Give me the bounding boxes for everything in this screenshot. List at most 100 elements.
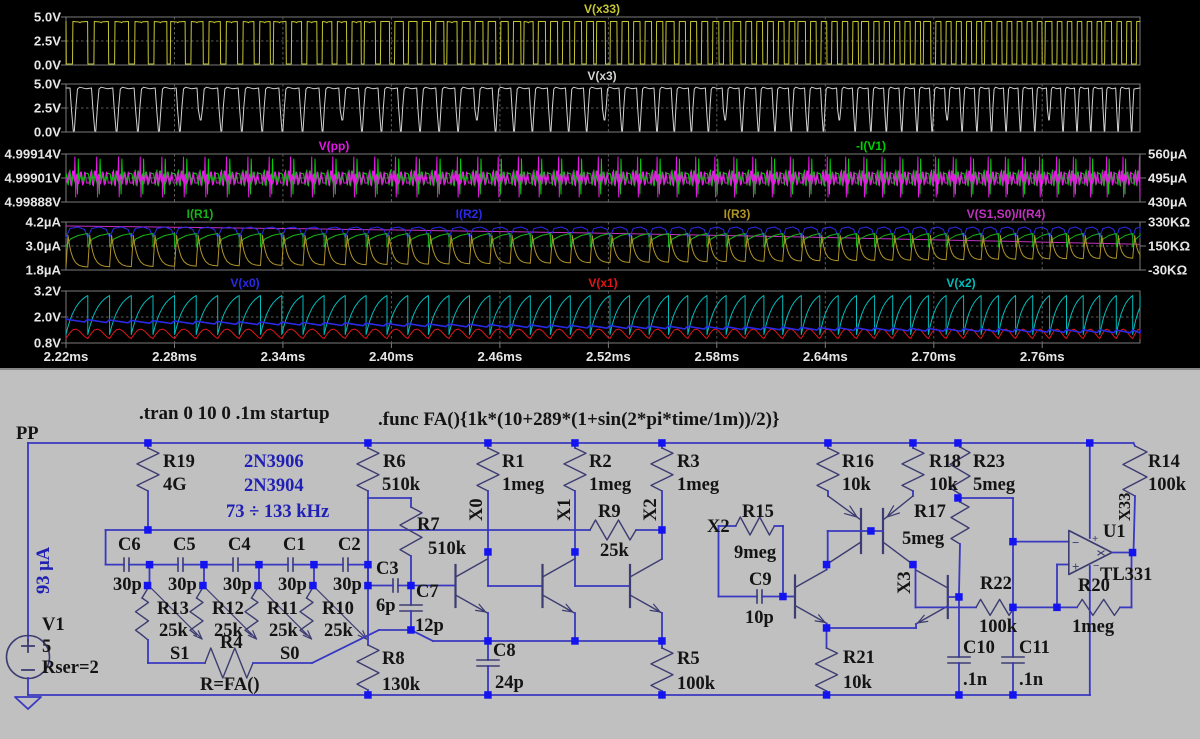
svg-text:495µA: 495µA [1148, 171, 1188, 186]
svg-text:R11: R11 [267, 599, 298, 619]
svg-text:100k: 100k [677, 674, 716, 694]
svg-text:30p: 30p [278, 575, 307, 595]
svg-text:5meg: 5meg [973, 475, 1016, 495]
svg-text:130k: 130k [382, 675, 421, 695]
svg-text:R10: R10 [322, 599, 354, 619]
svg-text:2.5V: 2.5V [34, 101, 61, 116]
svg-text:S1: S1 [170, 644, 190, 664]
svg-text:4.99888V: 4.99888V [5, 195, 62, 210]
svg-text:2.46ms: 2.46ms [478, 349, 523, 364]
svg-text:1meg: 1meg [1072, 617, 1115, 637]
svg-text:4G: 4G [163, 475, 187, 495]
svg-text:V(x0): V(x0) [230, 276, 259, 290]
svg-text:R7: R7 [417, 515, 440, 535]
svg-text:1meg: 1meg [502, 475, 545, 495]
svg-text:2N3904: 2N3904 [244, 476, 304, 496]
svg-text:2.58ms: 2.58ms [694, 349, 739, 364]
svg-text:R3: R3 [677, 452, 700, 472]
svg-text:2N3906: 2N3906 [244, 452, 304, 472]
svg-text:V(pp): V(pp) [319, 139, 350, 153]
svg-text:C10: C10 [963, 638, 995, 658]
svg-text:5: 5 [42, 637, 51, 657]
svg-text:93 µA: 93 µA [34, 546, 54, 594]
svg-text:100k: 100k [1148, 475, 1187, 495]
svg-text:TL331: TL331 [1100, 565, 1152, 585]
svg-text:I(R1): I(R1) [187, 207, 214, 221]
svg-text:4.2µA: 4.2µA [26, 215, 62, 230]
svg-text:510k: 510k [382, 475, 421, 495]
svg-text:30p: 30p [333, 575, 362, 595]
svg-text:R19: R19 [163, 452, 195, 472]
svg-text:4.99914V: 4.99914V [5, 147, 62, 162]
svg-text:73 ÷ 133 kHz: 73 ÷ 133 kHz [226, 502, 329, 522]
svg-text:150KΩ: 150KΩ [1148, 239, 1191, 254]
svg-text:10k: 10k [842, 475, 872, 495]
svg-text:R5: R5 [677, 649, 700, 669]
svg-text:10k: 10k [843, 673, 873, 693]
svg-text:3.0µA: 3.0µA [26, 239, 62, 254]
svg-text:C5: C5 [173, 535, 196, 555]
svg-text:0.0V: 0.0V [34, 58, 61, 73]
svg-text:V(x3): V(x3) [587, 69, 616, 83]
svg-text:C3: C3 [376, 559, 399, 579]
svg-text:X2: X2 [707, 517, 730, 537]
svg-text:R22: R22 [980, 574, 1012, 594]
svg-text:C7: C7 [416, 582, 439, 602]
svg-text:2.76ms: 2.76ms [1020, 349, 1065, 364]
svg-text:X1: X1 [555, 498, 575, 521]
svg-text:.func FA(){1k*(10+289*(1+sin(2: .func FA(){1k*(10+289*(1+sin(2*pi*time/1… [378, 409, 779, 430]
svg-text:R23: R23 [973, 452, 1005, 472]
svg-text:10k: 10k [929, 475, 959, 495]
svg-text:2.0V: 2.0V [34, 310, 61, 325]
svg-text:2.64ms: 2.64ms [803, 349, 848, 364]
svg-text:R20: R20 [1078, 576, 1110, 596]
svg-text:510k: 510k [428, 539, 467, 559]
svg-text:+: + [1092, 533, 1098, 545]
svg-text:10p: 10p [745, 608, 774, 628]
svg-text:430µA: 430µA [1148, 195, 1188, 210]
svg-text:-30KΩ: -30KΩ [1148, 263, 1188, 278]
svg-text:R14: R14 [1148, 452, 1180, 472]
svg-text:560µA: 560µA [1148, 147, 1188, 162]
svg-text:R21: R21 [843, 648, 875, 668]
svg-text:R8: R8 [382, 649, 405, 669]
svg-text:4.99901V: 4.99901V [5, 171, 62, 186]
svg-text:R4: R4 [220, 633, 243, 653]
svg-text:−: − [1093, 560, 1099, 572]
svg-text:0.8V: 0.8V [34, 336, 61, 351]
svg-text:100k: 100k [979, 617, 1018, 637]
svg-text:25k: 25k [600, 541, 630, 561]
svg-text:.1n: .1n [1019, 670, 1044, 690]
svg-text:24p: 24p [495, 673, 524, 693]
svg-text:25k: 25k [324, 621, 354, 641]
svg-text:I(R2): I(R2) [456, 207, 483, 221]
svg-text:3.2V: 3.2V [34, 284, 61, 299]
svg-text:5meg: 5meg [902, 529, 945, 549]
svg-text:X3: X3 [895, 571, 915, 594]
svg-text:2.40ms: 2.40ms [369, 349, 414, 364]
svg-text:U1: U1 [1103, 522, 1126, 542]
svg-text:2.28ms: 2.28ms [152, 349, 197, 364]
svg-text:9meg: 9meg [734, 543, 777, 563]
svg-text:25k: 25k [269, 621, 299, 641]
svg-text:R12: R12 [212, 599, 244, 619]
svg-text:0.0V: 0.0V [34, 125, 61, 140]
svg-text:C9: C9 [749, 570, 772, 590]
svg-text:V(x33): V(x33) [584, 2, 620, 16]
svg-text:R18: R18 [929, 452, 961, 472]
svg-text:C11: C11 [1019, 638, 1050, 658]
svg-text:X2: X2 [641, 498, 661, 521]
svg-text:R1: R1 [502, 452, 525, 472]
svg-text:V1: V1 [42, 615, 65, 635]
svg-text:Rser=2: Rser=2 [42, 658, 99, 678]
svg-text:330KΩ: 330KΩ [1148, 215, 1191, 230]
svg-text:C1: C1 [283, 535, 306, 555]
svg-text:R15: R15 [742, 502, 774, 522]
svg-text:1meg: 1meg [589, 475, 632, 495]
svg-text:30p: 30p [113, 575, 142, 595]
svg-text:1meg: 1meg [677, 475, 720, 495]
svg-text:PP: PP [16, 424, 39, 444]
svg-text:C6: C6 [118, 535, 141, 555]
svg-text:2.34ms: 2.34ms [261, 349, 306, 364]
svg-text:2.52ms: 2.52ms [586, 349, 631, 364]
